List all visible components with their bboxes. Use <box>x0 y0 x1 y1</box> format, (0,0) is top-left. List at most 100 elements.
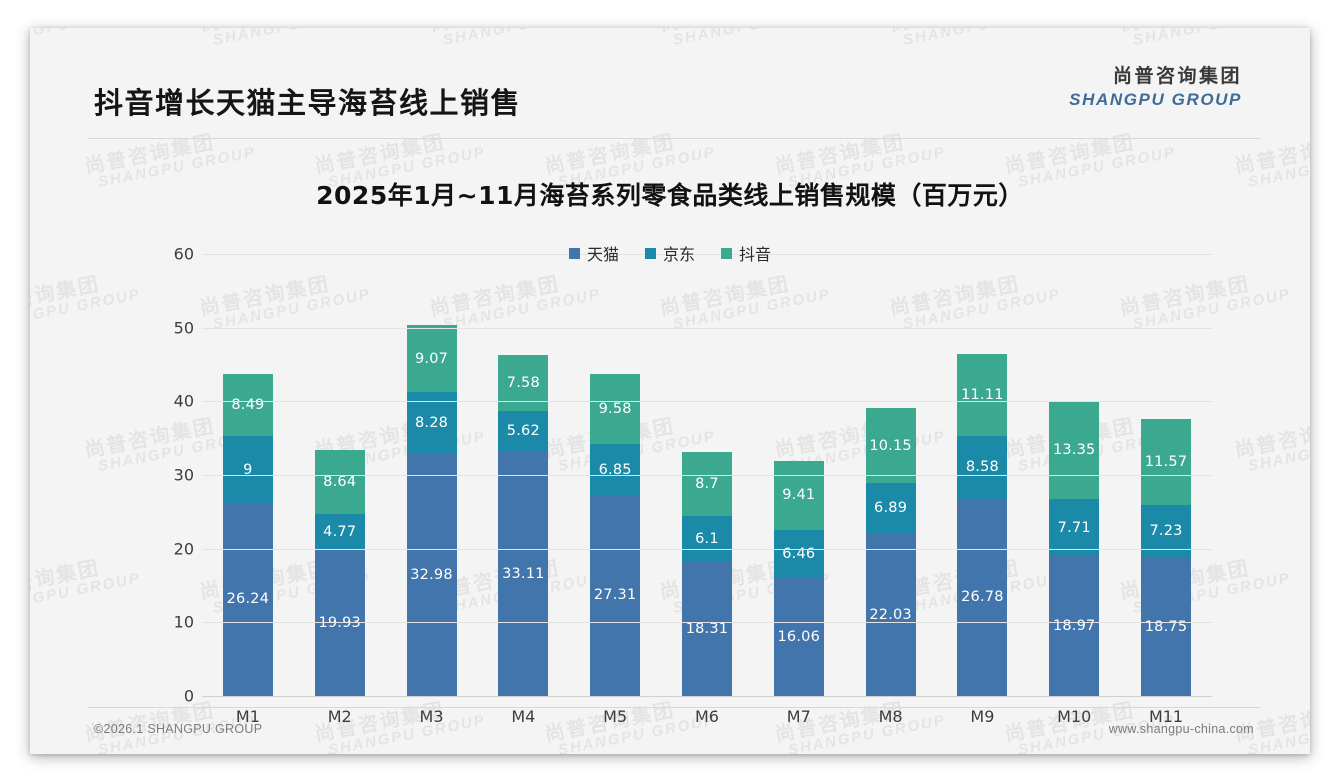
bar-value-label: 7.58 <box>506 374 540 391</box>
bar-stack[interactable]: 7.58 5.62 33.11 <box>498 354 549 696</box>
bar-segment-抖音[interactable]: 9.41 <box>773 460 824 531</box>
bar-value-label: 6.89 <box>874 500 908 517</box>
bar-value-label: 18.97 <box>1052 618 1096 635</box>
bar-value-label: 32.98 <box>410 566 453 583</box>
x-axis-tick-label: M11 <box>1148 707 1184 726</box>
bar-value-label: 7.71 <box>1057 519 1091 536</box>
bar-value-label: 18.75 <box>1144 618 1188 635</box>
bar-segment-天猫[interactable]: 26.78 <box>957 498 1008 696</box>
y-axis-tick-label: 30 <box>173 465 194 485</box>
bar-segment-天猫[interactable]: 18.97 <box>1049 556 1100 696</box>
bar-group: 9.41 6.46 16.06 M7 <box>753 254 845 726</box>
bar-stack[interactable]: 13.35 7.71 18.97 <box>1049 401 1100 696</box>
chart-title: 2025年1月~11月海苔系列零食品类线上销售规模（百万元） <box>316 181 1024 210</box>
bar-segment-抖音[interactable]: 11.11 <box>957 353 1008 436</box>
stacked-bar-chart: 8.49 9 26.24 M1 8.64 4.77 19.93 M2 9.07 8.28 32.98… <box>30 28 1310 754</box>
bar-value-label: 7.23 <box>1149 523 1183 540</box>
gridline <box>202 548 1212 550</box>
chart-legend: 天猫 京东 抖音 <box>30 241 1310 265</box>
bar-value-label: 9 <box>243 461 253 478</box>
x-axis-tick-label: M2 <box>327 707 352 726</box>
bar-segment-抖音[interactable]: 13.35 <box>1049 401 1100 500</box>
legend-swatch-icon <box>721 247 732 259</box>
bar-segment-抖音[interactable]: 11.57 <box>1141 419 1192 505</box>
bar-segment-京东[interactable]: 4.77 <box>314 514 365 550</box>
bar-value-label: 5.62 <box>506 423 540 440</box>
bar-value-label: 9.07 <box>414 350 449 367</box>
bar-value-label: 18.31 <box>685 620 729 637</box>
bar-group: 9.58 6.85 27.31 M5 <box>569 254 661 726</box>
bar-segment-抖音[interactable]: 9.07 <box>406 325 457 393</box>
slide-header: 抖音增长天猫主导海苔线上销售 尚普咨询集团 SHANGPU GROUP <box>30 28 1310 130</box>
x-axis-tick-label: M8 <box>878 707 903 726</box>
bar-value-label: 33.11 <box>502 566 545 583</box>
bar-value-label: 22.03 <box>869 606 912 623</box>
plot-area: 8.49 9 26.24 M1 8.64 4.77 19.93 M2 9.07 8.28 32.98… <box>172 245 1212 726</box>
bar-stack[interactable]: 9.07 8.28 32.98 <box>406 325 457 696</box>
bar-segment-天猫[interactable]: 33.11 <box>498 452 549 696</box>
bar-group: 13.35 7.71 18.97 M10 <box>1028 254 1120 726</box>
bar-value-label: 9.41 <box>782 487 816 504</box>
x-axis-tick-label: M7 <box>786 707 811 726</box>
bar-segment-京东[interactable]: 7.71 <box>1049 499 1100 557</box>
bar-segment-京东[interactable]: 6.46 <box>773 530 824 578</box>
bar-segment-京东[interactable]: 6.89 <box>865 482 916 534</box>
bar-value-label: 8.49 <box>231 397 265 414</box>
bar-group: 9.07 8.28 32.98 M3 <box>386 254 478 726</box>
bar-segment-天猫[interactable]: 27.31 <box>590 494 641 696</box>
bar-value-label: 26.24 <box>226 591 270 608</box>
brand-name-cn: 尚普咨询集团 <box>1112 65 1242 87</box>
bar-value-label: 26.78 <box>961 589 1004 606</box>
slide-footer: ©2026.1 SHANGPU GROUP www.shangpu-china.… <box>94 722 1254 736</box>
bar-segment-抖音[interactable]: 8.49 <box>222 373 273 437</box>
bar-value-label: 6.85 <box>598 461 632 478</box>
bar-stack[interactable]: 10.15 6.89 22.03 <box>865 408 916 696</box>
legend-label: 京东 <box>662 245 695 264</box>
bar-segment-抖音[interactable]: 8.7 <box>681 452 732 517</box>
gridline <box>202 622 1212 624</box>
bar-segment-天猫[interactable]: 32.98 <box>406 453 457 696</box>
x-axis-tick-label: M6 <box>694 707 719 726</box>
bar-segment-抖音[interactable]: 7.58 <box>498 354 549 411</box>
legend-item-天猫[interactable]: 天猫 <box>568 241 619 265</box>
bar-value-label: 8.58 <box>965 459 999 476</box>
bar-segment-天猫[interactable]: 18.31 <box>681 561 732 696</box>
bar-group: 10.15 6.89 22.03 M8 <box>845 254 937 726</box>
bar-value-label: 8.64 <box>323 474 357 491</box>
bar-group: 11.11 8.58 26.78 M9 <box>937 254 1029 726</box>
bar-segment-京东[interactable]: 7.23 <box>1141 504 1192 558</box>
bar-stack[interactable]: 8.7 6.1 18.31 <box>681 452 732 696</box>
bar-stack[interactable]: 11.11 8.58 26.78 <box>957 353 1008 696</box>
y-axis-tick-label: 50 <box>173 318 194 338</box>
y-axis-tick-label: 40 <box>173 391 194 411</box>
bar-stack[interactable]: 9.41 6.46 16.06 <box>773 460 824 696</box>
bar-group: 8.49 9 26.24 M1 <box>202 254 294 726</box>
legend-item-抖音[interactable]: 抖音 <box>721 241 771 265</box>
brand-name-en: SHANGPU GROUP <box>1069 89 1242 109</box>
bar-segment-京东[interactable]: 8.58 <box>957 435 1008 499</box>
bar-segment-京东[interactable]: 6.85 <box>590 444 641 495</box>
bar-segment-京东[interactable]: 9 <box>222 436 273 503</box>
bar-segment-抖音[interactable]: 10.15 <box>865 408 916 483</box>
x-axis-tick-label: M10 <box>1057 707 1092 726</box>
bar-segment-天猫[interactable]: 18.75 <box>1141 557 1192 696</box>
bar-segment-抖音[interactable]: 8.64 <box>314 450 365 515</box>
bar-segment-天猫[interactable]: 16.06 <box>773 577 824 696</box>
bar-value-label: 6.1 <box>695 530 719 547</box>
header-divider <box>88 138 1260 139</box>
bar-segment-天猫[interactable]: 26.24 <box>222 502 273 696</box>
bar-stack[interactable]: 11.57 7.23 18.75 <box>1141 419 1192 696</box>
bar-segment-京东[interactable]: 5.62 <box>498 410 549 453</box>
bar-stack[interactable]: 8.49 9 26.24 <box>222 373 273 696</box>
bar-stack[interactable]: 8.64 4.77 19.93 <box>314 450 365 696</box>
bar-segment-京东[interactable]: 6.1 <box>681 516 732 562</box>
legend-swatch-icon <box>568 247 580 259</box>
legend-label: 天猫 <box>586 245 619 264</box>
bar-groups: 8.49 9 26.24 M1 8.64 4.77 19.93 M2 9.07 8.28 32.98… <box>202 254 1212 726</box>
bar-segment-抖音[interactable]: 9.58 <box>590 373 641 445</box>
bar-stack[interactable]: 9.58 6.85 27.31 <box>590 373 641 696</box>
bar-segment-天猫[interactable]: 22.03 <box>865 533 916 696</box>
legend-item-京东[interactable]: 京东 <box>644 241 695 265</box>
y-axis-tick-label: 10 <box>173 612 194 632</box>
gridline <box>202 254 1212 255</box>
